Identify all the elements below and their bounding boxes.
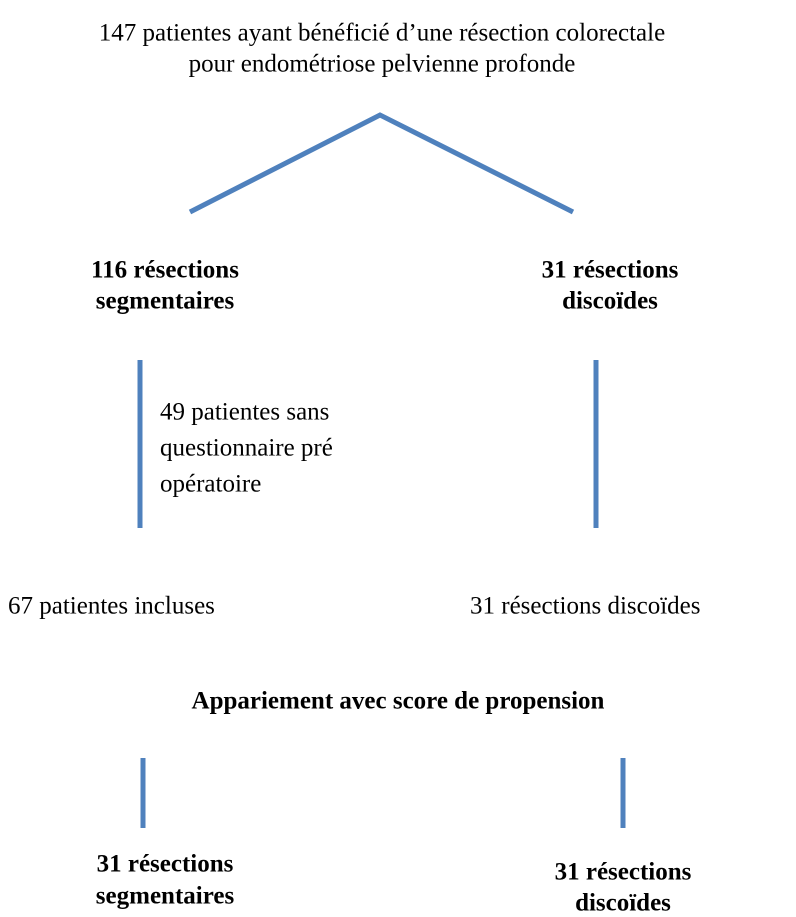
population-text: 147 patientes ayant bénéficié d’une rése…	[99, 20, 665, 47]
population-text: pour endométriose pelvienne profonde	[189, 51, 576, 78]
exclusion-note: opératoire	[160, 471, 261, 498]
group-label: 31 résections	[542, 257, 679, 284]
group-label: segmentaires	[96, 288, 235, 315]
final-group-label: 31 résections	[97, 851, 234, 878]
exclusion-note: questionnaire pré	[160, 435, 333, 462]
exclusion-note: 49 patientes sans	[160, 399, 329, 426]
group-label: 116 résections	[91, 257, 239, 284]
included-label: 31 résections discoïdes	[470, 593, 701, 620]
included-label: 67 patientes incluses	[8, 593, 215, 620]
final-group-label: segmentaires	[96, 883, 235, 910]
group-label: discoïdes	[562, 288, 658, 315]
split-connector	[188, 112, 575, 215]
matching-label: Appariement avec score de propension	[192, 688, 605, 715]
final-group-label: 31 résections	[555, 859, 692, 886]
final-group-label: discoïdes	[575, 890, 671, 917]
